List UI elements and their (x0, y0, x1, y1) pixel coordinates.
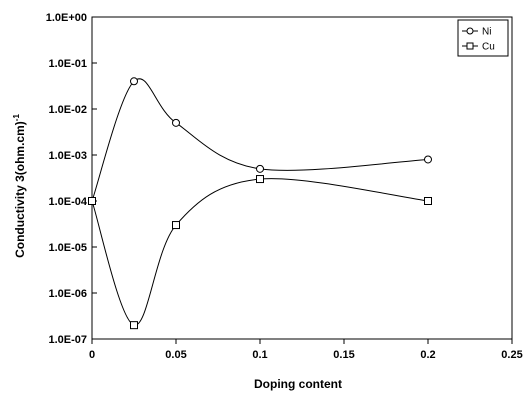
x-tick-label: 0.15 (333, 349, 354, 361)
x-axis-ticks: 0 0.05 0.1 0.15 0.2 0.25 (89, 339, 523, 361)
legend-label-cu: Cu (482, 42, 495, 53)
y-tick-label: 1.0E-06 (48, 288, 87, 300)
x-tick-label: 0.25 (501, 349, 522, 361)
y-axis-title-superscript: -1 (12, 114, 21, 122)
y-tick-label: 1.0E+00 (46, 12, 87, 24)
data-point-ni (424, 155, 432, 164)
y-axis-title: Conductivity 3(ohm.cm)-1 (12, 114, 27, 258)
data-point-cu (130, 321, 138, 330)
series-layer (88, 77, 432, 330)
legend-marker-cu (466, 42, 474, 50)
data-point-ni (256, 164, 264, 173)
y-tick-label: 1.0E-03 (48, 150, 87, 162)
plot-area (91, 16, 513, 340)
data-point-ni (172, 118, 180, 127)
legend-marker-ni (466, 27, 474, 35)
y-tick-label: 1.0E-07 (48, 334, 87, 346)
series-line-cu (91, 178, 429, 326)
y-tick-label: 1.0E-04 (48, 196, 87, 208)
data-point-cu (172, 221, 180, 230)
legend: Ni Cu (457, 19, 509, 57)
y-axis-ticks: 1.0E-07 1.0E-06 1.0E-05 1.0E-04 1.0E-03 1.0E-… (46, 12, 97, 346)
y-tick-label: 1.0E-01 (48, 58, 87, 70)
x-tick-label: 0.2 (420, 349, 435, 361)
legend-label-ni: Ni (482, 27, 491, 38)
data-point-cu (424, 197, 432, 205)
y-axis-title-main: Conductivity 3(ohm.cm) (13, 121, 27, 258)
x-tick-label: 0 (89, 349, 95, 361)
x-tick-label: 0.05 (165, 349, 186, 361)
legend-box (457, 19, 509, 57)
data-point-cu (88, 197, 96, 205)
y-tick-label: 1.0E-02 (48, 104, 87, 116)
plot-border (91, 16, 513, 340)
x-axis-title: Doping content (254, 377, 342, 391)
y-tick-label: 1.0E-05 (48, 242, 87, 254)
x-tick-label: 0.1 (252, 349, 267, 361)
data-point-cu (256, 175, 264, 184)
data-point-ni (130, 77, 138, 86)
